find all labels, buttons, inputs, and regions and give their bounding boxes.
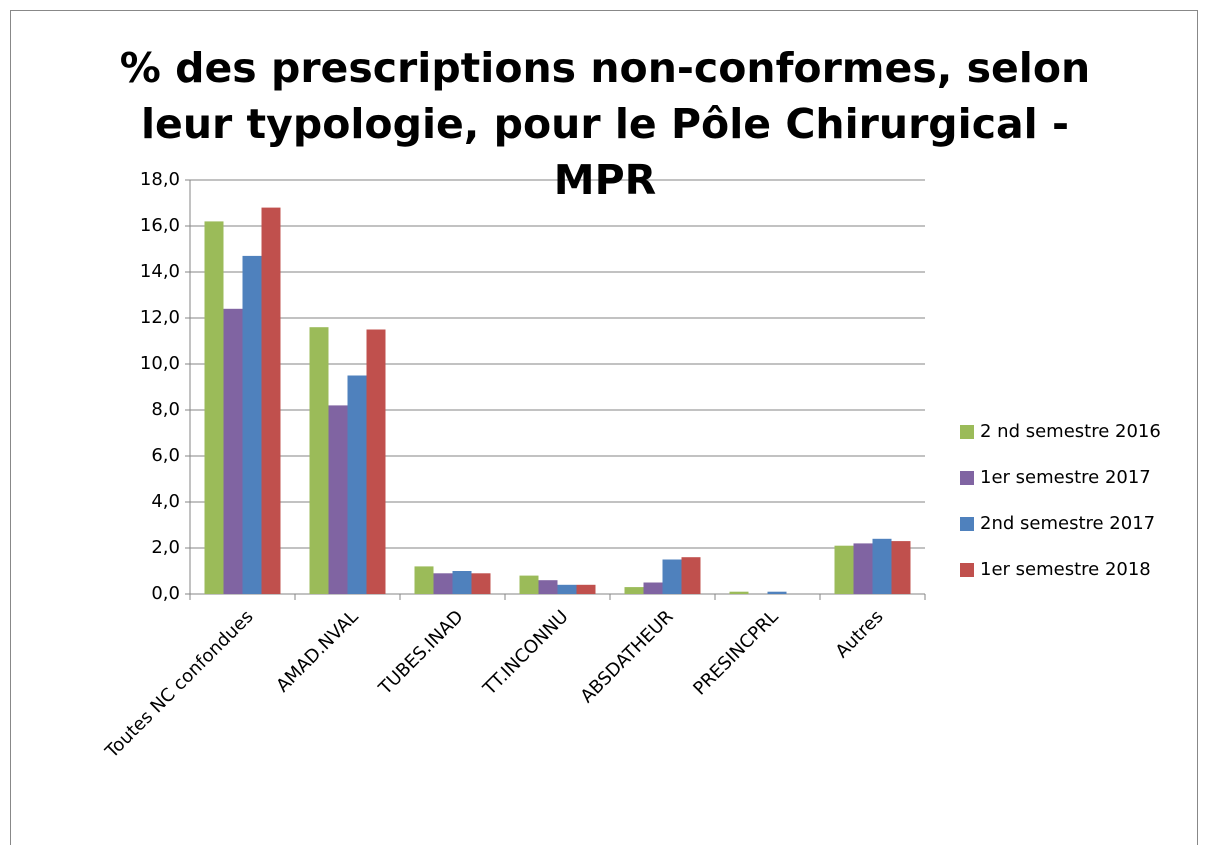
bar [681,557,701,594]
bar [872,538,892,594]
x-tick-label: Autres [832,606,888,662]
y-tick-label: 0,0 [151,583,180,604]
bar [557,584,577,594]
legend-swatch [960,517,974,531]
bar [452,571,472,594]
y-tick-label: 6,0 [151,445,180,466]
bar [471,573,491,594]
bar [576,584,596,594]
bar [433,573,453,594]
bar [223,308,243,594]
frame-border [10,10,1198,845]
y-tick-label: 16,0 [140,215,180,236]
bar [204,221,224,594]
y-tick-label: 4,0 [151,491,180,512]
bar [242,255,262,594]
y-tick-label: 8,0 [151,399,180,420]
bar [366,329,386,594]
y-tick-label: 14,0 [140,261,180,282]
bar [834,545,854,594]
x-tick-label: TUBES.INAD [374,606,467,699]
bar [891,541,911,594]
bar [309,327,329,594]
chart-title: % des prescriptions non-conformes, selon… [119,44,1091,204]
bar [662,559,682,594]
legend-swatch [960,425,974,439]
legend-swatch [960,563,974,577]
bar [328,405,348,594]
bar [347,375,367,594]
bar [519,575,539,594]
y-tick-label: 2,0 [151,537,180,558]
bar [414,566,434,594]
bar [767,591,787,594]
y-tick-label: 12,0 [140,307,180,328]
bar [853,543,873,594]
bar [643,582,663,594]
x-tick-label: PRESINCPRL [689,606,782,699]
legend-label: 2nd semestre 2017 [980,513,1155,534]
bar [729,591,749,594]
legend-label: 1er semestre 2017 [980,467,1151,488]
bar [261,207,281,594]
legend-swatch [960,471,974,485]
bar [624,587,644,594]
x-tick-label: Toutes NC confondues [101,606,258,763]
y-tick-label: 10,0 [140,353,180,374]
x-tick-label: ABSDATHEUR [577,606,678,707]
x-tick-label: TT.INCONNU [479,606,573,700]
bar [538,580,558,594]
x-tick-label: AMAD.NVAL [272,606,362,696]
y-tick-label: 18,0 [140,169,180,190]
legend-label: 1er semestre 2018 [980,559,1151,580]
legend-label: 2 nd semestre 2016 [980,421,1161,442]
